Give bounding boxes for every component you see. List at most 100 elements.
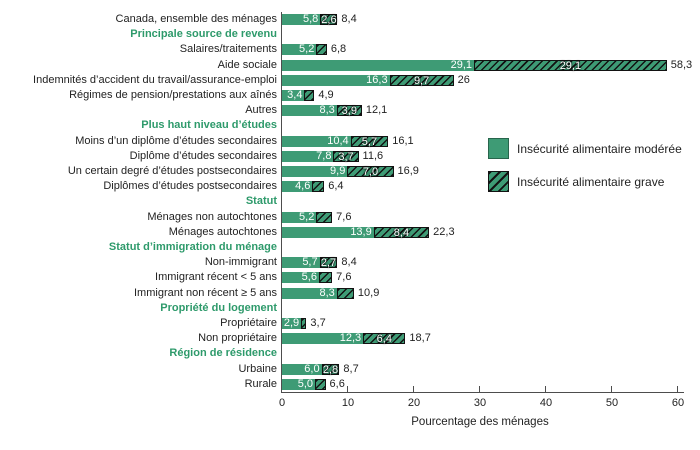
chart-row: Immigrant non récent ≥ 5 ans 8,3 10,9 xyxy=(0,286,700,301)
category-group-header: Région de résidence xyxy=(0,346,700,361)
bar: 9,9 7,0 16,9 xyxy=(282,165,419,178)
bar-segment-moderate: 10,4 xyxy=(282,135,351,147)
bar-value-moderate: 8,3 xyxy=(319,286,335,299)
bar-value-severe: 3,7 xyxy=(338,150,354,163)
bar-value-total: 4,9 xyxy=(318,89,334,101)
bar-value-total: 12,1 xyxy=(365,104,388,117)
legend-item-moderate: Insécurité alimentaire modérée xyxy=(488,138,682,159)
bar: 8,3 10,9 xyxy=(282,286,380,299)
bar-value-severe: 6,4 xyxy=(376,333,392,346)
x-axis-tick xyxy=(413,386,414,392)
bar-value-moderate: 5,8 xyxy=(302,13,319,25)
row-label: Diplôme d’études secondaires xyxy=(129,149,277,162)
bar: 8,3 3,9 12,1 xyxy=(282,104,388,118)
row-label: Statut xyxy=(245,195,277,208)
category-group-header: Statut d’immigration du ménage xyxy=(0,240,700,255)
bar: 5,2 7,6 xyxy=(282,210,352,223)
bar-segment-severe: 9,7 xyxy=(389,74,454,86)
chart-row: Aide sociale 29,1 29,1 58,3 xyxy=(0,58,700,73)
bar-segment-severe: 2,8 xyxy=(321,363,340,376)
bar: 13,9 8,4 22,3 xyxy=(282,225,455,238)
bar-segment-moderate: 6,0 xyxy=(282,362,322,375)
bar-segment-severe xyxy=(315,378,326,390)
bar-segment-moderate: 5,0 xyxy=(282,378,315,390)
x-axis-line xyxy=(281,392,684,393)
bar-value-total: 16,1 xyxy=(392,134,414,147)
x-axis-tick-label: 20 xyxy=(407,397,421,409)
x-axis-tick xyxy=(347,386,348,392)
bar-value-moderate: 5,7 xyxy=(302,256,318,269)
bar-value-moderate: 5,6 xyxy=(301,271,317,284)
bar-value-moderate: 6,0 xyxy=(304,362,320,375)
bar: 5,8 2,6 8,4 xyxy=(282,13,357,26)
bar-value-total: 6,6 xyxy=(329,377,345,390)
category-group-header: Plus haut niveau d’études xyxy=(0,118,700,133)
bar-segment-severe: 3,9 xyxy=(336,105,362,118)
chart-row: Urbaine 6,0 2,8 8,7 xyxy=(0,362,700,377)
chart-row: Non propriétaire 12,3 6,4 18,7 xyxy=(0,331,700,346)
bar-value-moderate: 13,9 xyxy=(350,225,372,238)
chart-row: Immigrant récent < 5 ans 5,6 7,6 xyxy=(0,270,700,285)
bar-value-moderate: 8,3 xyxy=(319,104,335,117)
row-label: Urbaine xyxy=(238,362,277,375)
bar-value-moderate: 5,2 xyxy=(299,43,315,56)
bar-segment-severe xyxy=(318,272,333,284)
bar-value-total: 7,6 xyxy=(336,210,352,223)
row-label: Régimes de pension/prestations aux aînés xyxy=(69,89,277,101)
chart-row: Autres 8,3 3,9 12,1 xyxy=(0,103,700,118)
legend-swatch-moderate-icon xyxy=(488,138,509,159)
bar: 5,6 7,6 xyxy=(282,271,352,284)
x-axis-tick-label: 40 xyxy=(539,397,553,409)
bar-value-total: 10,9 xyxy=(357,286,380,299)
x-axis-tick xyxy=(611,386,612,392)
legend-item-severe: Insécurité alimentaire grave xyxy=(488,171,664,192)
row-label: Indemnités d’accident du travail/assuran… xyxy=(33,73,277,86)
bar: 4,6 6,4 xyxy=(282,180,344,193)
chart-row: Non-immigrant 5,7 2,7 8,4 xyxy=(0,255,700,270)
bar-segment-moderate: 12,3 xyxy=(282,332,364,345)
row-label: Diplômes d’études postsecondaires xyxy=(103,180,277,193)
bar-segment-severe: 29,1 xyxy=(474,59,667,72)
row-label: Propriété du logement xyxy=(160,301,277,314)
bar-value-total: 6,4 xyxy=(328,180,344,193)
bar-segment-moderate: 29,1 xyxy=(282,59,475,71)
bar-segment-severe: 3,7 xyxy=(333,150,359,163)
bar-segment-moderate: 13,9 xyxy=(282,225,374,238)
bar-value-severe: 29,1 xyxy=(559,59,582,72)
bar-segment-severe: 5,7 xyxy=(350,135,389,147)
bar-value-severe: 2,7 xyxy=(320,257,337,270)
bar: 5,0 6,6 xyxy=(282,377,345,390)
bar-segment-severe: 2,7 xyxy=(319,257,338,270)
x-axis-tick xyxy=(545,386,546,392)
bar: 5,2 6,8 xyxy=(282,43,346,56)
bar-value-severe: 2,8 xyxy=(322,363,339,376)
bar-segment-moderate: 5,7 xyxy=(282,256,320,269)
bar-segment-moderate: 5,6 xyxy=(282,271,319,284)
bar-value-moderate: 3,4 xyxy=(287,89,303,101)
bar-value-total: 26 xyxy=(457,73,470,86)
row-label: Un certain degré d’études postsecondaire… xyxy=(67,165,277,177)
bar: 10,4 5,7 16,1 xyxy=(282,134,414,147)
y-axis-line xyxy=(281,12,282,392)
bar-segment-severe xyxy=(312,181,325,193)
row-label: Canada, ensemble des ménages xyxy=(115,13,277,25)
chart-row: Diplômes d’études postsecondaires 4,6 6,4 xyxy=(0,179,700,194)
x-axis-tick xyxy=(677,386,678,392)
x-axis-tick-label: 50 xyxy=(605,397,619,409)
chart-row: Salaires/traitements 5,2 6,8 xyxy=(0,42,700,57)
bar-segment-severe xyxy=(301,318,307,329)
bar-value-severe: 3,9 xyxy=(341,105,357,118)
bar-value-moderate: 9,9 xyxy=(330,165,346,177)
bar: 5,7 2,7 8,4 xyxy=(282,256,357,270)
row-label: Moins d’un diplôme d’études secondaires xyxy=(75,134,277,147)
legend-swatch-severe-icon xyxy=(488,171,509,192)
bar-value-total: 8,4 xyxy=(341,13,357,25)
row-label: Non propriétaire xyxy=(198,332,277,345)
row-label: Immigrant non récent ≥ 5 ans xyxy=(134,286,277,299)
bar-value-total: 7,6 xyxy=(336,271,352,284)
chart-row: Rurale 5,0 6,6 xyxy=(0,377,700,392)
bar-value-moderate: 12,3 xyxy=(339,332,362,345)
legend-label-severe: Insécurité alimentaire grave xyxy=(517,174,665,189)
bar-segment-severe xyxy=(304,90,315,101)
bar-value-moderate: 5,2 xyxy=(299,210,315,223)
